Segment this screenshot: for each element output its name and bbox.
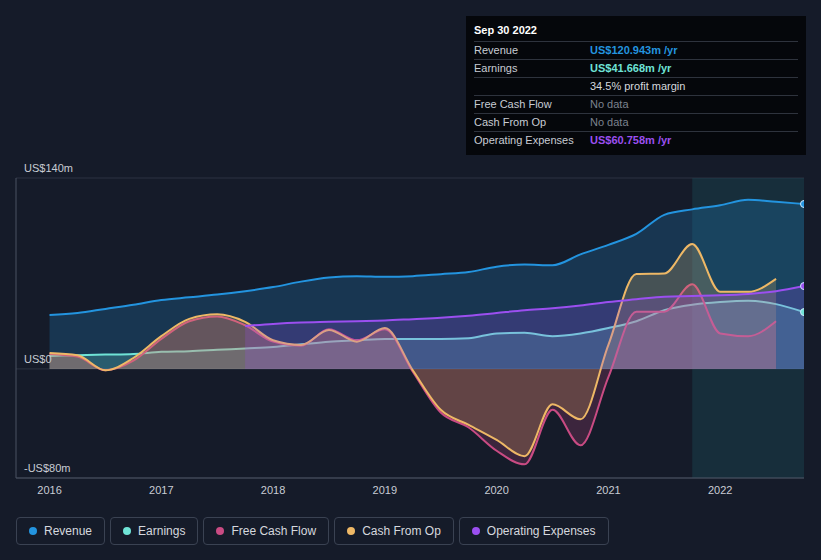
html-text:Operating Expenses: Operating Expenses xyxy=(474,134,574,146)
svg-text:US$0: US$0 xyxy=(24,353,52,365)
svg-text:US$140m: US$140m xyxy=(24,162,73,174)
svg-text:2020: 2020 xyxy=(484,484,508,496)
html-text:Operating Expenses: Operating Expenses xyxy=(486,524,596,538)
svg-text:2019: 2019 xyxy=(373,484,397,496)
html-text:34.5% profit margin: 34.5% profit margin xyxy=(590,80,686,92)
svg-text:2016: 2016 xyxy=(37,484,61,496)
html-text:Earnings: Earnings xyxy=(138,524,186,538)
svg-text:2018: 2018 xyxy=(261,484,285,496)
svg-text:2021: 2021 xyxy=(596,484,620,496)
html-text:No data: No data xyxy=(590,98,629,110)
html-text:US$120.943m /yr: US$120.943m /yr xyxy=(590,44,678,56)
svg-text:-US$80m: -US$80m xyxy=(24,462,70,474)
html-text:US$41.668m /yr: US$41.668m /yr xyxy=(590,62,672,74)
html-text:Cash From Op: Cash From Op xyxy=(362,524,441,538)
html-text:Cash From Op: Cash From Op xyxy=(474,116,547,128)
html-text:Revenue: Revenue xyxy=(44,524,92,538)
svg-text:2017: 2017 xyxy=(149,484,173,496)
html-text:US$60.758m /yr: US$60.758m /yr xyxy=(590,134,672,146)
html-text:Free Cash Flow: Free Cash Flow xyxy=(231,524,317,538)
html-text:Revenue: Revenue xyxy=(474,44,518,56)
html-text:Free Cash Flow: Free Cash Flow xyxy=(474,98,552,110)
html-text:Earnings: Earnings xyxy=(474,62,518,74)
svg-text:2022: 2022 xyxy=(708,484,732,496)
html-text:No data: No data xyxy=(590,116,629,128)
html-text:Sep 30 2022: Sep 30 2022 xyxy=(474,24,537,36)
